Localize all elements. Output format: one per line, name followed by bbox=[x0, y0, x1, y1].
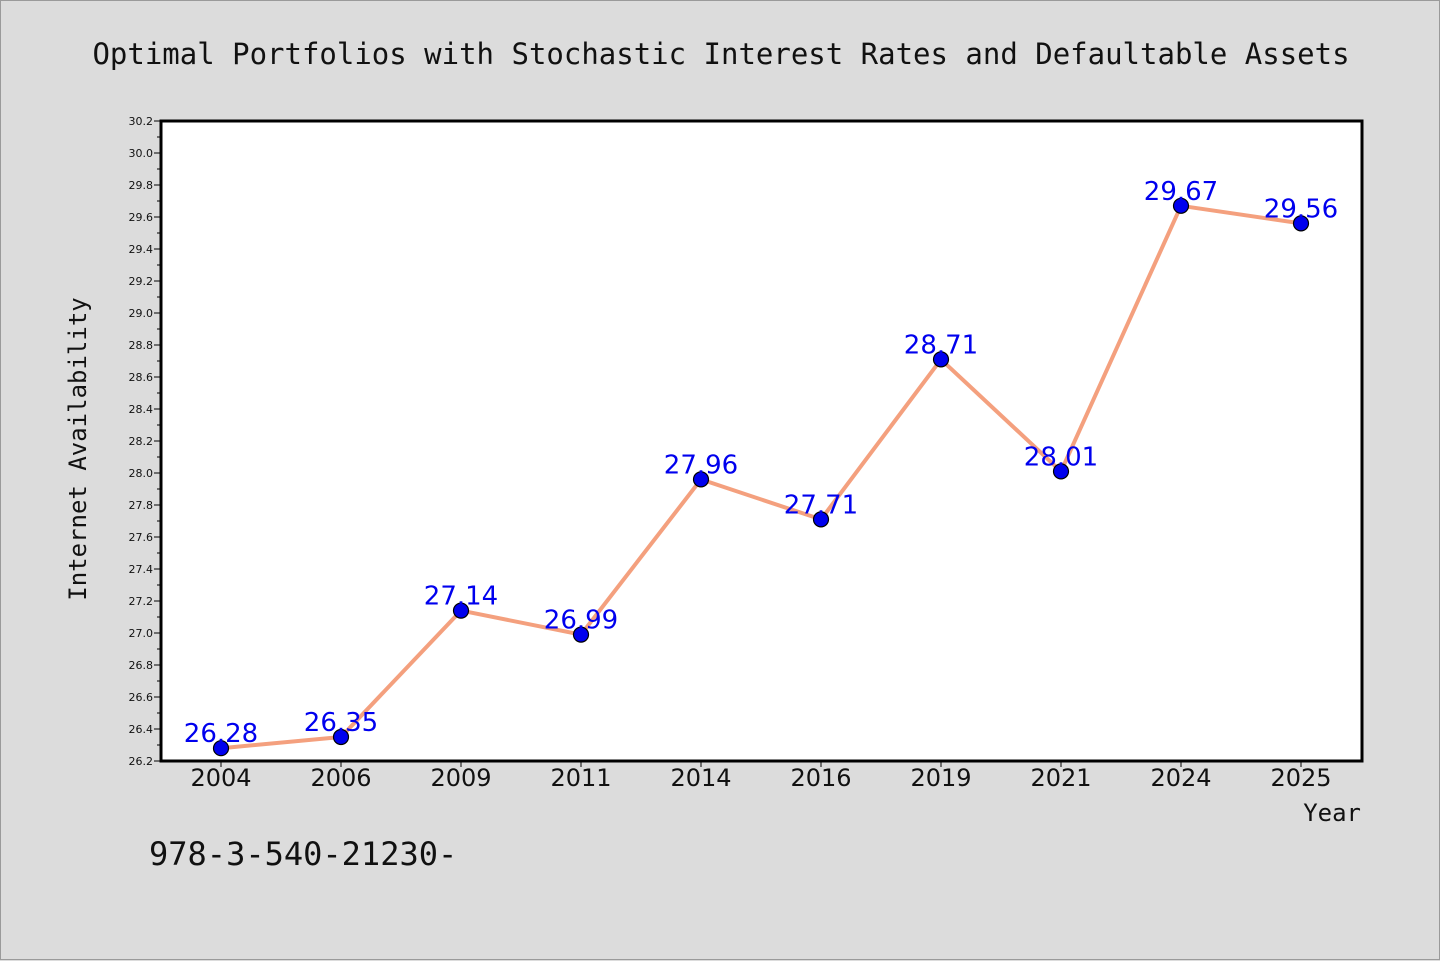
data-point-marker bbox=[1292, 215, 1310, 232]
y-tick-label: 28.4 bbox=[129, 403, 154, 416]
data-point-marker bbox=[932, 351, 950, 368]
y-tick-label: 29.4 bbox=[129, 243, 154, 256]
y-tick-label: 29.0 bbox=[129, 307, 154, 320]
y-tick-label: 28.6 bbox=[129, 371, 154, 384]
y-tick-label: 26.6 bbox=[129, 691, 154, 704]
y-tick-label: 26.2 bbox=[129, 755, 154, 768]
chart-title: Optimal Portfolios with Stochastic Inter… bbox=[92, 37, 1349, 71]
data-label: 26.28 bbox=[184, 719, 258, 749]
y-axis-title: Internet Availability bbox=[64, 297, 92, 600]
data-label: 28.71 bbox=[904, 330, 978, 360]
x-tick-label: 2024 bbox=[1150, 764, 1211, 792]
x-axis: 2004 2006 2009 2011 2014 2016 2019 2021 2024 2025 bbox=[190, 761, 1332, 792]
data-labels-group: 26.28 26.35 27.14 26.99 27.96 27.71 28.71 28.01… bbox=[184, 177, 1338, 749]
data-point-marker bbox=[812, 511, 830, 528]
data-point-marker bbox=[452, 602, 470, 619]
data-label: 27.71 bbox=[784, 490, 858, 520]
data-point-marker bbox=[1052, 463, 1070, 480]
data-label: 28.01 bbox=[1024, 442, 1098, 472]
x-tick-label: 2019 bbox=[910, 764, 971, 792]
x-axis-title: Year bbox=[1303, 799, 1361, 827]
y-tick-label: 30.0 bbox=[129, 147, 154, 160]
x-tick-label: 2014 bbox=[670, 764, 731, 792]
data-label: 27.96 bbox=[664, 450, 738, 480]
y-axis: 26.2 26.4 26.6 26.8 27.0 27.2 27.4 27.6 27.8 28.0… bbox=[129, 115, 161, 768]
plot-area bbox=[159, 119, 1364, 763]
series-line bbox=[219, 203, 1303, 751]
x-tick-label: 2021 bbox=[1030, 764, 1091, 792]
x-tick-label: 2011 bbox=[550, 764, 611, 792]
data-label: 27.14 bbox=[424, 582, 498, 612]
y-tick-label: 26.8 bbox=[129, 659, 154, 672]
y-tick-label: 26.4 bbox=[129, 723, 154, 736]
x-tick-label: 2006 bbox=[310, 764, 371, 792]
y-tick-label: 30.2 bbox=[129, 115, 154, 128]
footnote-text: 978-3-540-21230- bbox=[149, 835, 457, 873]
y-tick-label: 29.2 bbox=[129, 275, 154, 288]
y-tick-label: 29.6 bbox=[129, 211, 154, 224]
x-tick-label: 2004 bbox=[190, 764, 251, 792]
series-line-group bbox=[219, 203, 1303, 751]
y-tick-label: 28.2 bbox=[129, 435, 154, 448]
data-point-marker bbox=[212, 740, 230, 757]
data-point-marker bbox=[1172, 197, 1190, 214]
y-tick-label: 27.6 bbox=[129, 531, 154, 544]
y-tick-label: 27.4 bbox=[129, 563, 154, 576]
x-tick-label: 2016 bbox=[790, 764, 851, 792]
data-label: 26.35 bbox=[304, 708, 378, 738]
x-tick-label: 2025 bbox=[1270, 764, 1331, 792]
markers-group bbox=[212, 197, 1310, 757]
data-label: 29.56 bbox=[1264, 194, 1338, 224]
data-point-marker bbox=[332, 728, 350, 746]
data-point-marker bbox=[572, 626, 590, 643]
data-label: 29.67 bbox=[1144, 177, 1218, 207]
x-tick-label: 2009 bbox=[430, 764, 491, 792]
data-label: 26.99 bbox=[544, 606, 618, 636]
y-tick-label: 27.8 bbox=[129, 499, 154, 512]
y-tick-label: 29.8 bbox=[129, 179, 154, 192]
data-point-marker bbox=[692, 471, 710, 488]
y-tick-label: 27.0 bbox=[129, 627, 154, 640]
y-tick-label: 27.2 bbox=[129, 595, 154, 608]
y-tick-label: 28.0 bbox=[129, 467, 154, 480]
y-tick-label: 28.8 bbox=[129, 339, 154, 352]
